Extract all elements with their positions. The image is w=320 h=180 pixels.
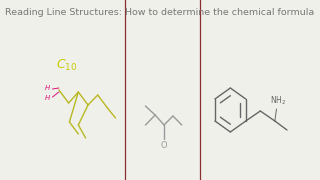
Text: Reading Line Structures: How to determine the chemical formula: Reading Line Structures: How to determin… [5,8,315,17]
Text: NH$_2$: NH$_2$ [270,95,286,107]
Text: $\mathit{C}_{10}$: $\mathit{C}_{10}$ [56,57,78,73]
Text: H: H [45,95,50,101]
Text: H: H [45,85,50,91]
Text: O: O [161,141,167,150]
